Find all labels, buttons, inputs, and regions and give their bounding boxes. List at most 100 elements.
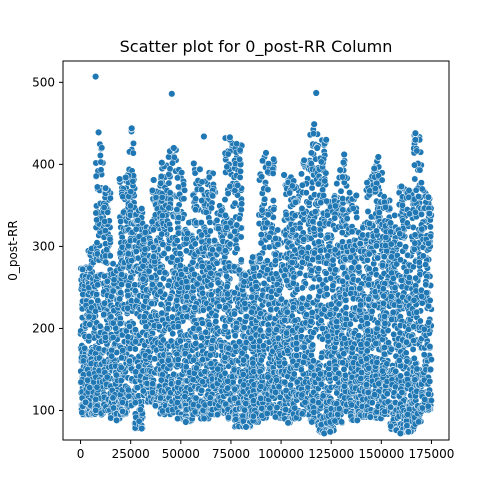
scatter-point bbox=[261, 195, 269, 203]
scatter-point bbox=[298, 205, 306, 212]
scatter-point bbox=[317, 231, 325, 239]
scatter-point bbox=[214, 411, 221, 419]
scatter-point bbox=[289, 226, 297, 234]
scatter-point bbox=[324, 252, 332, 260]
scatter-point bbox=[85, 332, 93, 340]
scatter-point bbox=[230, 289, 238, 297]
scatter-point bbox=[288, 259, 296, 266]
scatter-point bbox=[131, 345, 139, 353]
scatter-point bbox=[132, 338, 140, 346]
scatter-point bbox=[148, 274, 156, 281]
scatter-point bbox=[207, 291, 215, 299]
scatter-point bbox=[206, 227, 214, 235]
scatter-point bbox=[183, 235, 191, 243]
scatter-point bbox=[112, 371, 120, 379]
scatter-point bbox=[231, 385, 239, 393]
scatter-point bbox=[132, 368, 140, 376]
scatter-point bbox=[198, 387, 206, 394]
scatter-point bbox=[237, 206, 245, 214]
scatter-point bbox=[93, 290, 100, 298]
scatter-point bbox=[307, 149, 315, 157]
scatter-point bbox=[332, 266, 340, 274]
scatter-point bbox=[156, 288, 164, 296]
scatter-point bbox=[126, 202, 134, 210]
scatter-point bbox=[148, 186, 156, 194]
scatter-point bbox=[298, 410, 306, 418]
scatter-point bbox=[323, 211, 331, 219]
scatter-point bbox=[224, 190, 232, 197]
scatter-point bbox=[231, 228, 239, 235]
scatter-point bbox=[131, 326, 139, 334]
scatter-point bbox=[309, 218, 317, 225]
scatter-point bbox=[329, 282, 337, 290]
scatter-point bbox=[182, 247, 190, 255]
scatter-point bbox=[257, 239, 265, 247]
scatter-point bbox=[149, 380, 157, 388]
scatter-point bbox=[158, 212, 166, 220]
scatter-point bbox=[238, 200, 246, 208]
scatter-point bbox=[281, 359, 289, 367]
scatter-point bbox=[174, 323, 182, 331]
scatter-point bbox=[266, 404, 274, 412]
scatter-point bbox=[189, 376, 197, 384]
scatter-point bbox=[137, 406, 144, 414]
scatter-point bbox=[238, 349, 246, 357]
scatter-point bbox=[317, 380, 325, 388]
data-points bbox=[77, 72, 435, 438]
scatter-point bbox=[85, 313, 93, 321]
scatter-point bbox=[235, 215, 243, 223]
scatter-point bbox=[93, 383, 101, 391]
scatter-point bbox=[170, 153, 178, 161]
scatter-point bbox=[335, 300, 343, 308]
scatter-point bbox=[139, 262, 147, 270]
scatter-point bbox=[317, 199, 325, 207]
scatter-point bbox=[94, 281, 102, 289]
scatter-point bbox=[100, 204, 108, 211]
scatter-point bbox=[208, 204, 215, 212]
scatter-point bbox=[96, 322, 104, 330]
scatter-point bbox=[212, 318, 220, 325]
scatter-point bbox=[273, 376, 280, 384]
scatter-point bbox=[130, 139, 137, 147]
scatter-point bbox=[156, 281, 164, 289]
scatter-point bbox=[132, 225, 140, 233]
scatter-point bbox=[164, 356, 172, 364]
scatter-point bbox=[310, 225, 318, 233]
scatter-point bbox=[148, 300, 156, 308]
scatter-point bbox=[96, 152, 104, 159]
scatter-point bbox=[181, 393, 189, 401]
scatter-point bbox=[310, 408, 318, 416]
scatter-point bbox=[150, 253, 158, 261]
scatter-point bbox=[180, 195, 188, 203]
scatter-point bbox=[124, 250, 132, 258]
scatter-point bbox=[84, 376, 92, 384]
scatter-point bbox=[131, 399, 139, 407]
scatter-point bbox=[299, 358, 307, 366]
scatter-point bbox=[265, 233, 273, 241]
scatter-point bbox=[117, 377, 125, 385]
scatter-point bbox=[199, 356, 207, 364]
scatter-point bbox=[224, 384, 232, 392]
scatter-point bbox=[198, 186, 205, 194]
scatter-point bbox=[173, 399, 181, 407]
scatter-point bbox=[300, 235, 308, 243]
scatter-point bbox=[100, 311, 108, 318]
scatter-point bbox=[221, 354, 229, 362]
scatter-point bbox=[182, 277, 190, 285]
scatter-point bbox=[325, 371, 333, 379]
scatter-point bbox=[331, 246, 339, 254]
scatter-point bbox=[151, 402, 159, 410]
scatter-point bbox=[119, 346, 127, 354]
scatter-point bbox=[192, 364, 200, 372]
scatter-point bbox=[106, 235, 114, 243]
scatter-point bbox=[270, 205, 278, 213]
scatter-point bbox=[300, 343, 308, 351]
scatter-point bbox=[117, 364, 125, 372]
scatter-point bbox=[86, 264, 94, 272]
scatter-point bbox=[101, 227, 109, 235]
scatter-point bbox=[339, 264, 347, 271]
scatter-point bbox=[77, 378, 85, 386]
scatter-point bbox=[124, 282, 132, 289]
scatter-point bbox=[290, 273, 298, 281]
scatter-point bbox=[342, 304, 350, 311]
